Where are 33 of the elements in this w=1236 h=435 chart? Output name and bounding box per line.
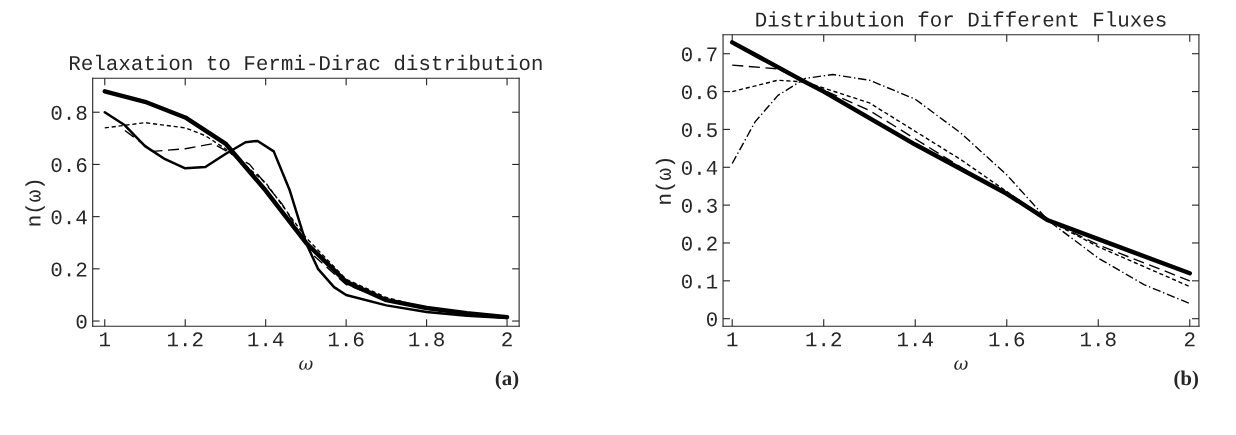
y-tick-label: 0.4 <box>681 160 718 176</box>
y-tick-label: 0.6 <box>51 158 87 173</box>
x-tick-label: 2 <box>1184 332 1195 347</box>
x-tick-label: 1.2 <box>167 332 203 347</box>
y-axis-title: n(ω) <box>25 180 45 226</box>
chart-title: Distribution for Different Fluxes <box>756 11 1166 27</box>
x-tick-label: 1.4 <box>897 332 933 347</box>
y-tick-label: 0.8 <box>51 105 87 120</box>
x-axis-title: ω <box>299 360 313 370</box>
y-tick-label: 0.7 <box>681 47 717 62</box>
y-tick-label: 0.2 <box>51 262 87 277</box>
x-tick-label: 1.4 <box>248 332 284 347</box>
text: (a) <box>495 370 519 390</box>
x-tick-label: 2 <box>502 332 512 347</box>
x-tick-label: 1 <box>100 332 111 347</box>
y-axis-title: n(ω) <box>655 159 676 204</box>
y-tick-label: 0.3 <box>681 198 717 213</box>
x-tick-label: 1.8 <box>409 332 444 347</box>
chart-title: Relaxation to Fermi-Dirac distribution <box>70 54 542 71</box>
text: (b) <box>1174 370 1199 390</box>
x-tick-label: 1 <box>727 332 738 347</box>
y-tick-label: 0.1 <box>681 274 718 289</box>
y-tick-label: 0 <box>706 312 717 327</box>
x-tick-label: 1.6 <box>989 332 1025 347</box>
x-tick-label: 1.8 <box>1081 332 1116 347</box>
x-axis-title: ω <box>954 360 968 370</box>
y-tick-label: 0.5 <box>681 123 717 138</box>
y-tick-label: 0.2 <box>681 236 717 251</box>
x-tick-label: 1.2 <box>806 332 841 347</box>
y-tick-label: 0.4 <box>51 210 87 225</box>
y-tick-label: 0.6 <box>681 85 717 100</box>
y-tick-label: 0 <box>76 314 87 329</box>
x-tick-label: 1.6 <box>328 332 364 347</box>
